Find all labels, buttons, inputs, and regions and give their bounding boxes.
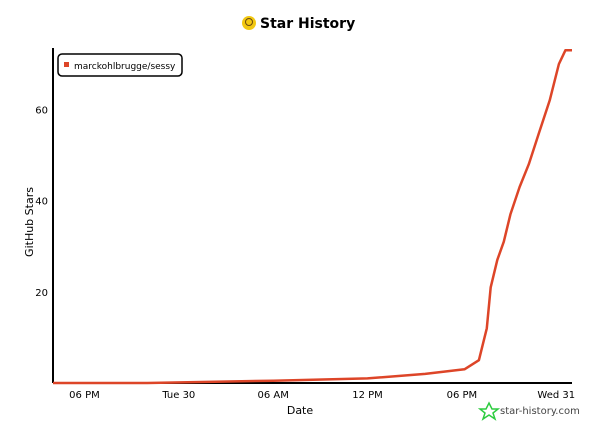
title-text: Star History [260,16,355,32]
y-axis-label: GitHub Stars [23,187,36,257]
axes: 06 PM Tue 30 06 AM 12 PM 06 PM Wed 31 20 40 60 [35,48,575,401]
legend-label: marckohlbrugge/sessy [74,62,176,72]
x-axis-label: Date [287,404,314,417]
legend-box [57,53,183,77]
x-tick-label: 06 PM [447,390,478,401]
x-tick-label: Tue 30 [161,390,195,401]
x-tick-label: Wed 31 [537,390,575,401]
chart-title: Star History [242,16,355,32]
y-tick-label: 40 [35,197,48,208]
watermark-text[interactable]: star-history.com [500,406,580,417]
x-tick-label: 12 PM [352,390,383,401]
legend-swatch [64,62,69,67]
y-tick-label: 20 [35,288,48,299]
star-history-logo-icon [477,401,501,421]
watermark[interactable]: star-history.com [477,401,580,421]
series-lines [53,49,572,385]
star-history-avatar-icon [242,16,256,30]
x-tick-label: 06 AM [257,390,288,401]
legend: marckohlbrugge/sessy [57,53,183,77]
series-line [53,49,572,385]
y-tick-label: 60 [35,106,48,117]
x-tick-label: 06 PM [69,390,100,401]
